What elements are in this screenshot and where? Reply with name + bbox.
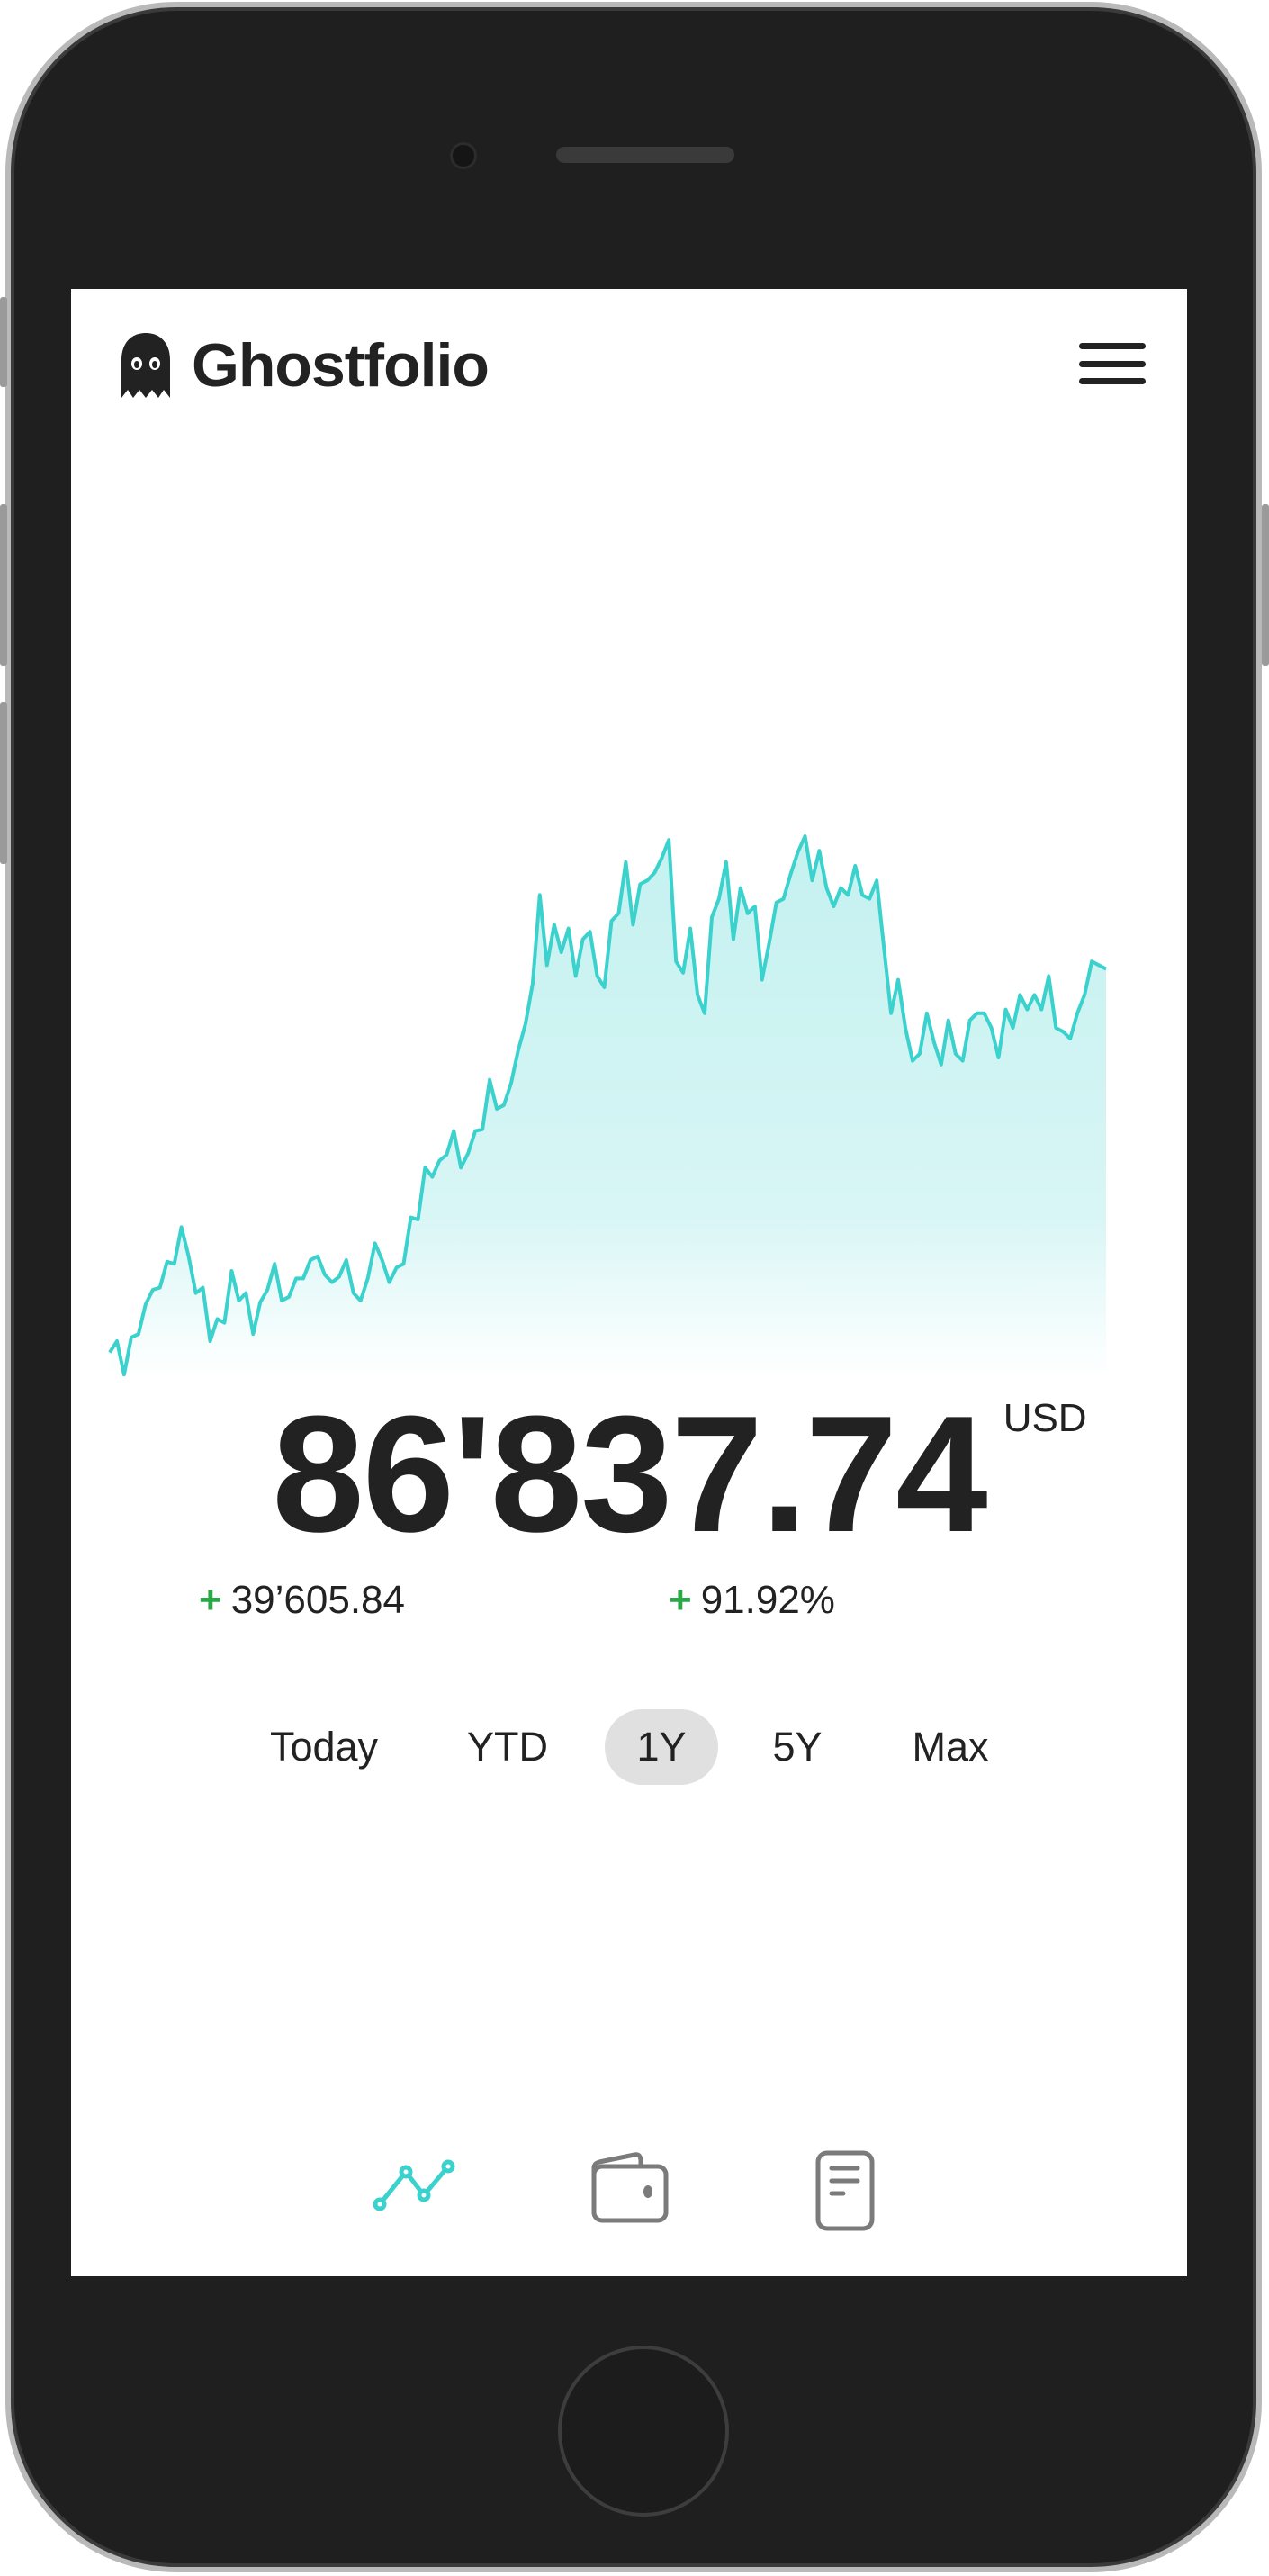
chart-area-fill [110, 836, 1106, 1378]
absolute-change-value: 39’605.84 [230, 1578, 405, 1622]
tab-max[interactable]: Max [912, 1724, 989, 1770]
portfolio-value: 86'837.74 USD [272, 1378, 1086, 1569]
range-selector: Today YTD 1Y 5Y Max [71, 1709, 1187, 1785]
nav-activities[interactable] [800, 2150, 890, 2231]
tab-1y[interactable]: 1Y [605, 1709, 718, 1785]
portfolio-value-amount: 86'837.74 [272, 1381, 987, 1566]
percent-change: +91.92% [669, 1578, 835, 1623]
app-title: Ghostfolio [192, 331, 490, 400]
line-chart-icon [373, 2159, 455, 2211]
tab-5y[interactable]: 5Y [772, 1724, 823, 1770]
volume-down-button [0, 702, 7, 864]
volume-up-button [0, 504, 7, 666]
home-button[interactable] [558, 2346, 729, 2517]
mute-switch [0, 297, 7, 387]
plus-sign: + [199, 1578, 222, 1622]
absolute-change: +39’605.84 [199, 1578, 405, 1623]
chart-series-line [108, 834, 1107, 1377]
app-screen: Ghostfolio 86'837.74 USD +39’605.84 +91.… [71, 289, 1187, 2276]
front-camera [450, 142, 477, 169]
earpiece-speaker [556, 147, 734, 163]
document-icon [815, 2150, 875, 2231]
plus-sign: + [669, 1578, 692, 1622]
ghost-icon [122, 333, 170, 398]
hamburger-menu-icon[interactable] [1079, 343, 1146, 384]
tab-ytd[interactable]: YTD [467, 1724, 548, 1770]
currency-label: USD [1003, 1396, 1087, 1440]
power-button [1262, 504, 1269, 666]
nav-overview[interactable] [367, 2150, 457, 2231]
percent-change-value: 91.92% [700, 1578, 835, 1622]
app-logo[interactable]: Ghostfolio [120, 330, 490, 401]
performance-chart [108, 834, 1107, 1378]
wallet-icon [591, 2152, 669, 2223]
nav-holdings[interactable] [583, 2150, 673, 2231]
portfolio-value-row: 86'837.74 USD [71, 1378, 1187, 1569]
tab-today[interactable]: Today [269, 1724, 379, 1770]
